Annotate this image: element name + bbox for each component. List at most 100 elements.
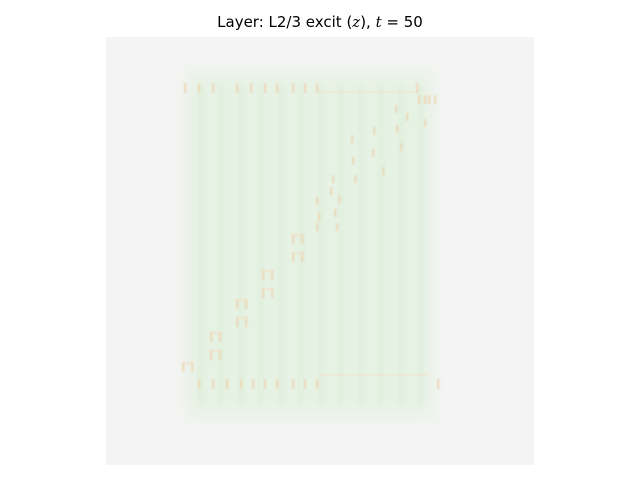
unit-marker (271, 270, 274, 280)
unit-marker (212, 379, 215, 389)
unit-marker (252, 379, 255, 389)
title-time-equals: = (381, 13, 404, 31)
unit-marker (301, 252, 304, 262)
column-stripe (378, 85, 384, 405)
unit-marker (212, 83, 215, 93)
unit-marker (434, 95, 437, 104)
unit-marker (400, 143, 403, 151)
unit-marker (262, 270, 265, 280)
unit-marker (316, 83, 319, 93)
title-time-variable: t (375, 13, 382, 31)
unit-marker (236, 317, 239, 327)
unit-marker (262, 270, 273, 272)
unit-marker (236, 317, 247, 319)
unit-marker (182, 362, 193, 364)
unit-marker (292, 379, 295, 389)
unit-marker (396, 125, 399, 133)
column-stripe (418, 85, 424, 405)
unit-marker (236, 83, 239, 93)
unit-marker (262, 288, 265, 298)
unit-marker (292, 234, 303, 236)
activity-field (184, 67, 436, 422)
unit-marker (373, 127, 376, 135)
unit-marker (301, 234, 304, 244)
column-stripe (338, 85, 344, 405)
unit-marker (304, 379, 307, 389)
unit-marker (262, 288, 273, 290)
unit-marker (198, 83, 201, 93)
unit-marker (316, 379, 319, 389)
unit-marker (236, 299, 247, 301)
unit-marker (424, 95, 427, 104)
unit-marker (198, 379, 201, 389)
column-stripe (238, 85, 244, 405)
title-prefix: Layer: L2/3 excit ( (217, 13, 353, 31)
title-mid: ), (360, 13, 376, 31)
title-variable: z (352, 13, 361, 31)
unit-marker (352, 157, 355, 165)
unit-marker (406, 113, 409, 121)
column-stripe (318, 85, 324, 405)
unit-marker (428, 95, 431, 104)
unit-marker (332, 175, 335, 183)
unit-marker (318, 213, 321, 221)
unit-marker (416, 83, 419, 93)
title-time-value: 50 (403, 13, 423, 31)
unit-marker (336, 223, 339, 231)
column-stripe (278, 85, 284, 405)
unit-marker (318, 374, 428, 376)
unit-marker (334, 209, 337, 217)
unit-marker (292, 252, 295, 262)
unit-marker (210, 350, 221, 352)
unit-marker (191, 362, 194, 372)
unit-marker (382, 167, 385, 175)
unit-marker (240, 379, 243, 389)
unit-marker (264, 83, 267, 93)
unit-marker (264, 379, 267, 389)
layer-image-axes (106, 37, 534, 465)
column-stripe (298, 85, 304, 405)
column-stripe (258, 85, 264, 405)
unit-marker (316, 223, 319, 231)
unit-marker (210, 332, 221, 334)
unit-marker (226, 379, 229, 389)
unit-marker (271, 288, 274, 298)
unit-marker (245, 317, 248, 327)
unit-marker (418, 95, 421, 104)
unit-marker (210, 350, 213, 360)
unit-marker (316, 197, 319, 205)
unit-marker (330, 187, 333, 195)
column-stripes (198, 85, 424, 405)
unit-marker (250, 83, 253, 93)
unit-marker (292, 83, 295, 93)
column-stripe (358, 85, 364, 405)
unit-marker (182, 362, 185, 372)
unit-marker (338, 195, 341, 203)
field-core (192, 79, 428, 411)
unit-marker (184, 83, 187, 93)
column-stripe (198, 85, 204, 405)
unit-marker (236, 299, 239, 309)
unit-marker (304, 83, 307, 93)
unit-marker (245, 299, 248, 309)
unit-marker (424, 119, 427, 127)
unit-markers (182, 83, 440, 389)
plot-title: Layer: L2/3 excit (z), t = 50 (0, 12, 640, 32)
unit-marker (354, 175, 357, 183)
unit-marker (351, 135, 354, 143)
unit-marker (292, 252, 303, 254)
unit-marker (437, 379, 440, 389)
unit-marker (210, 332, 213, 342)
unit-marker (292, 234, 295, 244)
unit-marker (276, 379, 279, 389)
column-stripe (398, 85, 404, 405)
unit-marker (276, 83, 279, 93)
unit-marker (219, 332, 222, 342)
unit-marker (395, 105, 398, 113)
unit-marker (372, 149, 375, 157)
column-stripe (218, 85, 224, 405)
unit-marker (219, 350, 222, 360)
unit-marker (318, 91, 418, 93)
layer-activity-image (106, 37, 534, 465)
